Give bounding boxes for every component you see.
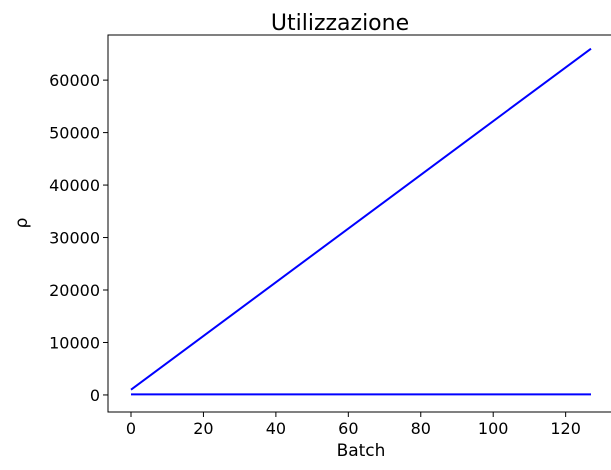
plot-frame bbox=[107, 34, 611, 413]
x-tick-label: 120 bbox=[550, 419, 581, 438]
x-tick-label: 60 bbox=[338, 419, 358, 438]
y-axis: 0 10000 20000 30000 40000 50000 60000 bbox=[49, 71, 108, 405]
x-axis-label: Batch bbox=[337, 441, 386, 461]
series-layer bbox=[130, 47, 592, 396]
y-tick-label: 40000 bbox=[49, 176, 100, 195]
y-tick-label: 60000 bbox=[49, 71, 100, 90]
y-tick-label: 10000 bbox=[49, 333, 100, 352]
chart-title: Utilizzazione bbox=[271, 11, 409, 36]
x-tick-label: 40 bbox=[266, 419, 286, 438]
y-tick-label: 50000 bbox=[49, 124, 100, 143]
y-tick-label: 20000 bbox=[49, 281, 100, 300]
x-tick-label: 0 bbox=[126, 419, 136, 438]
y-tick-label: 0 bbox=[90, 386, 100, 405]
y-tick-label: 30000 bbox=[49, 229, 100, 248]
x-axis: 0 20 40 60 80 100 120 bbox=[126, 412, 581, 438]
x-tick-label: 80 bbox=[411, 419, 431, 438]
series-line-1 bbox=[130, 47, 592, 391]
x-tick-label: 20 bbox=[193, 419, 213, 438]
y-axis-label: ρ bbox=[12, 218, 32, 229]
x-tick-label: 100 bbox=[478, 419, 509, 438]
